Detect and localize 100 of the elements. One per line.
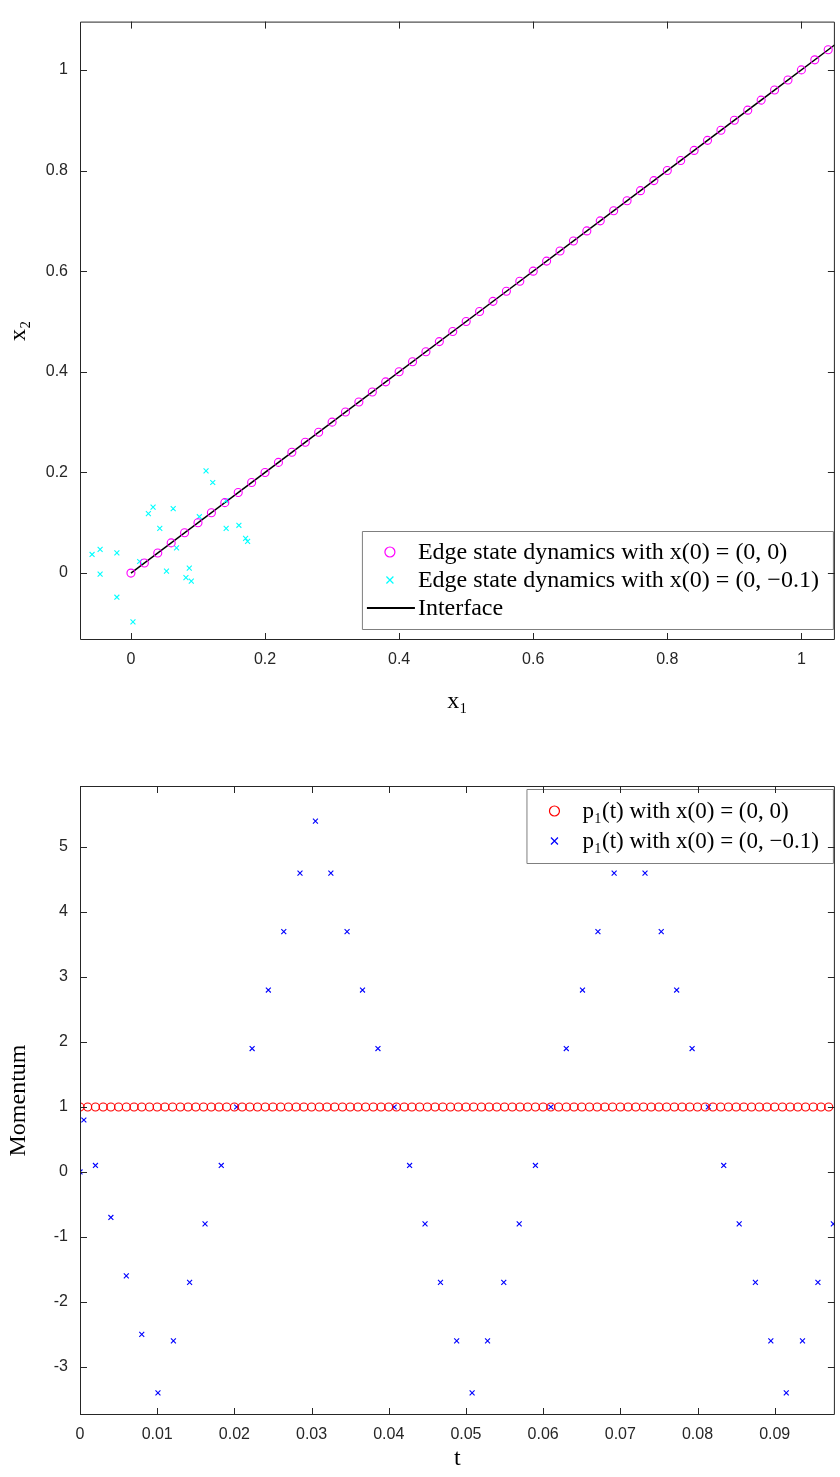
point xyxy=(218,1162,225,1169)
point xyxy=(689,145,699,155)
point xyxy=(312,818,319,825)
point xyxy=(783,75,793,85)
point xyxy=(501,286,511,296)
x-tick-label: 0.09 xyxy=(759,1425,791,1443)
x-tick-label: 0 xyxy=(126,650,136,668)
point xyxy=(729,115,739,125)
point xyxy=(532,1162,539,1169)
y-tick-label: 0.6 xyxy=(45,261,69,279)
point xyxy=(186,565,193,572)
legend-label: p₁(t) with x(0) = (0, 0) xyxy=(582,798,789,824)
x-tick-label: 0.04 xyxy=(373,1425,405,1443)
point xyxy=(354,397,364,407)
point xyxy=(170,1337,177,1344)
point xyxy=(488,296,498,306)
point xyxy=(235,522,242,529)
point xyxy=(193,518,203,528)
point xyxy=(823,45,833,55)
x-tick-label: 0.07 xyxy=(604,1425,636,1443)
y-tick-label: -2 xyxy=(53,1292,69,1310)
point xyxy=(273,457,283,467)
x-tick-label: 0.6 xyxy=(522,650,545,668)
legend-label: Edge state dynamics with x(0) = (0, 0) xyxy=(417,538,788,565)
y-tick-label: -3 xyxy=(53,1357,69,1375)
point xyxy=(528,266,538,276)
x-tick-label: 0.08 xyxy=(681,1425,714,1443)
y-tick-label: 0.2 xyxy=(45,462,69,480)
point xyxy=(475,306,485,316)
point xyxy=(126,568,136,578)
point xyxy=(163,568,170,575)
point xyxy=(123,1272,130,1279)
point xyxy=(702,135,713,145)
point xyxy=(555,246,565,256)
y-tick-label: 2 xyxy=(59,1032,69,1050)
point xyxy=(448,327,458,337)
point xyxy=(756,95,766,105)
point xyxy=(810,55,820,65)
point xyxy=(97,546,104,553)
point xyxy=(484,1337,491,1344)
point xyxy=(579,987,586,994)
point xyxy=(783,1389,790,1396)
point xyxy=(662,165,672,176)
legend-label: Edge state dynamics with x(0) = (0, −0.1) xyxy=(417,566,819,593)
point xyxy=(500,1279,507,1286)
point xyxy=(138,1331,145,1338)
x-tick-label: 0.02 xyxy=(218,1425,251,1443)
point xyxy=(516,1220,523,1227)
y-axis-title: x₂ xyxy=(3,320,30,341)
point xyxy=(327,417,337,427)
point xyxy=(609,206,619,216)
point xyxy=(374,1045,381,1052)
point xyxy=(247,477,257,488)
x-tick-label: 0.05 xyxy=(450,1425,482,1443)
x-tick-label: 0.2 xyxy=(253,650,277,668)
point xyxy=(188,578,195,585)
point xyxy=(394,367,404,377)
point xyxy=(113,549,120,556)
y-tick-label: 0.8 xyxy=(45,160,69,178)
y-tick-label: 1 xyxy=(59,60,69,78)
y-tick-label: 1 xyxy=(59,1097,69,1115)
point xyxy=(542,256,552,266)
point xyxy=(287,447,297,457)
point xyxy=(673,987,680,994)
point xyxy=(89,551,96,558)
legend-label: Interface xyxy=(417,594,504,621)
point xyxy=(720,1162,727,1169)
point xyxy=(327,870,334,877)
point xyxy=(407,357,418,367)
point xyxy=(676,155,686,166)
point xyxy=(716,125,726,135)
point xyxy=(180,528,190,538)
point xyxy=(689,1045,696,1052)
y-tick-label: -1 xyxy=(53,1227,69,1245)
x-tick-label: 0.8 xyxy=(656,650,679,668)
point xyxy=(736,1220,743,1227)
point xyxy=(635,186,646,196)
y-tick-label: 3 xyxy=(59,967,69,985)
point xyxy=(381,377,391,387)
point xyxy=(233,488,243,498)
x-tick-label: 0.03 xyxy=(295,1425,328,1443)
point xyxy=(139,558,149,568)
x-axis-title: x₁ xyxy=(447,686,468,713)
point xyxy=(223,525,230,532)
point xyxy=(170,505,177,512)
point xyxy=(129,618,136,625)
x-tick-label: 0.01 xyxy=(141,1425,173,1443)
point xyxy=(406,1162,413,1169)
y-axis-title: Momentum xyxy=(3,1044,30,1157)
point xyxy=(595,216,605,226)
point xyxy=(260,467,270,477)
point xyxy=(80,1116,87,1124)
point xyxy=(249,1045,256,1052)
point xyxy=(461,316,471,327)
point xyxy=(594,928,601,935)
x-tick-label: 0.4 xyxy=(388,650,411,668)
point xyxy=(799,1337,806,1344)
point xyxy=(182,574,189,581)
point xyxy=(453,1337,460,1344)
point xyxy=(359,987,366,994)
